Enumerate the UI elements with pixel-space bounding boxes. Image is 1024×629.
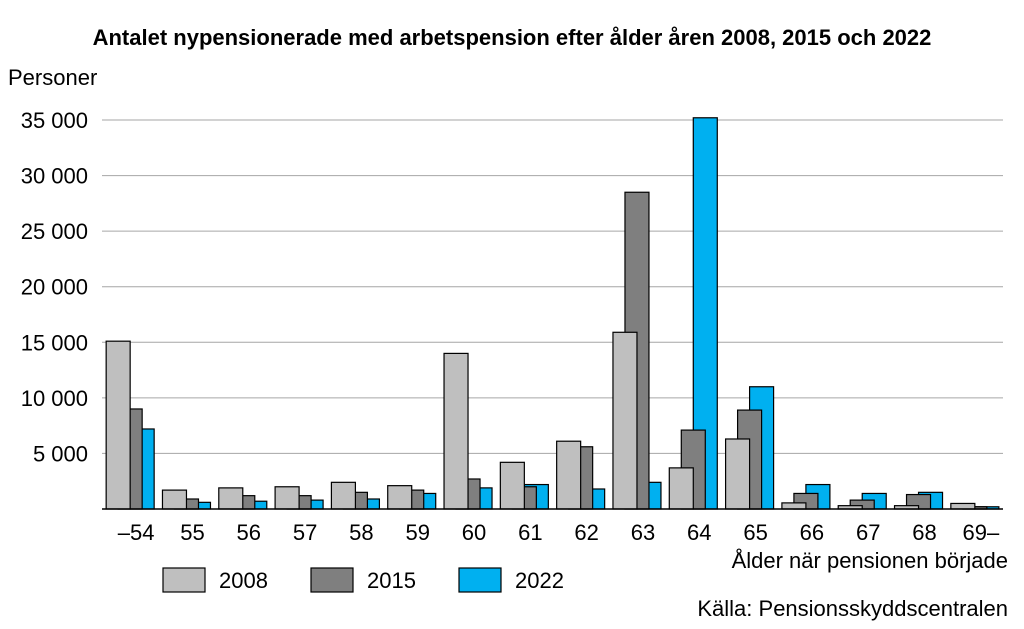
x-tick-label: 63 xyxy=(631,520,655,545)
y-tick-labels: 5 000 10 000 15 000 20 000 25 000 30 000 35 00… xyxy=(21,108,88,466)
bar-2008-6 xyxy=(387,485,413,510)
x-tick-label: 55 xyxy=(180,520,204,545)
x-tick-label: 64 xyxy=(687,520,711,545)
x-tick-label: 57 xyxy=(293,520,317,545)
x-tick-label: 68 xyxy=(912,520,936,545)
legend: 2008 2015 2022 xyxy=(162,567,564,593)
legend-swatch-2015 xyxy=(310,567,354,593)
gridlines xyxy=(102,119,1003,454)
x-tick-label: 66 xyxy=(800,520,824,545)
bar-2008-5 xyxy=(330,481,357,510)
source-note: Källa: Pensionsskyddscentralen xyxy=(697,596,1008,621)
legend-swatch-2022 xyxy=(458,567,502,593)
x-tick-label: 69– xyxy=(962,520,999,545)
x-tick-label: 56 xyxy=(237,520,261,545)
bar-2008-10 xyxy=(612,331,638,510)
bar-2008-13 xyxy=(781,502,807,510)
bar-2008-1 xyxy=(105,340,131,510)
x-tick-label: 61 xyxy=(518,520,542,545)
bar-2008-2 xyxy=(161,489,188,510)
legend-swatch-2008 xyxy=(162,567,206,593)
x-tick-label: 67 xyxy=(856,520,880,545)
bar-2008-12 xyxy=(724,438,751,510)
x-axis-label: Ålder när pensionen började xyxy=(732,548,1008,573)
y-tick-label: 10 000 xyxy=(21,386,88,411)
chart-title: Antalet nypensionerade med arbetspension… xyxy=(93,25,932,50)
bar-2008-7 xyxy=(443,352,469,510)
x-tick-labels: –54 55 56 57 58 59 60 61 62 63 64 65 66 67 68 69– xyxy=(118,520,1000,545)
y-tick-label: 30 000 xyxy=(21,164,88,189)
bar-2008-8 xyxy=(499,461,525,510)
x-tick-label: –54 xyxy=(118,520,155,545)
y-tick-label: 20 000 xyxy=(21,275,88,300)
y-tick-label: 35 000 xyxy=(21,108,88,133)
y-axis-label: Personer xyxy=(8,65,97,90)
bar-2008-11 xyxy=(668,467,694,510)
x-tick-label: 60 xyxy=(462,520,486,545)
legend-label-2022: 2022 xyxy=(515,568,564,593)
x-tick-label: 59 xyxy=(405,520,429,545)
legend-label-2008: 2008 xyxy=(219,568,268,593)
x-tick-label: 65 xyxy=(743,520,767,545)
y-tick-label: 25 000 xyxy=(21,219,88,244)
x-tick-label: 62 xyxy=(574,520,598,545)
bar-2008-16 xyxy=(950,502,976,510)
bar-2008-9 xyxy=(556,440,582,510)
legend-label-2015: 2015 xyxy=(367,568,416,593)
bars xyxy=(105,117,1000,510)
bar-2008-3 xyxy=(218,487,244,510)
bar-2008-4 xyxy=(274,486,300,510)
y-tick-label: 5 000 xyxy=(33,441,88,466)
y-tick-label: 15 000 xyxy=(21,330,88,355)
x-tick-label: 58 xyxy=(349,520,373,545)
